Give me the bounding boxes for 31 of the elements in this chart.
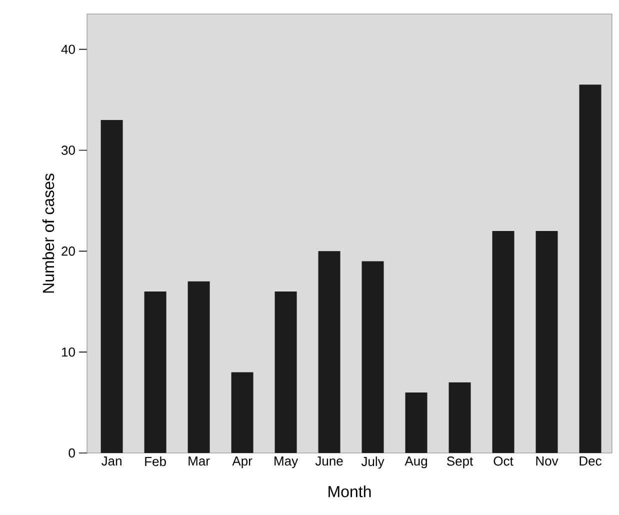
bar: [362, 261, 384, 453]
x-tick-label: Apr: [232, 456, 252, 468]
y-axis-title: Number of cases: [42, 174, 54, 293]
bar: [405, 392, 428, 453]
bar: [231, 372, 254, 453]
bar: [100, 120, 123, 453]
y-tick-label: 40: [61, 44, 75, 54]
x-tick-label: Nov: [536, 456, 558, 466]
x-tick-label: Sept: [446, 456, 474, 468]
bar: [318, 251, 340, 453]
x-tick-label: Dec: [580, 456, 602, 466]
x-tick-label: Oct: [494, 456, 514, 466]
x-tick-label: Mar: [188, 456, 210, 466]
y-tick-label: 30: [62, 146, 75, 155]
bar: [274, 292, 297, 453]
x-axis-title: Month: [328, 486, 371, 498]
x-tick-label: July: [361, 456, 384, 469]
bar: [144, 292, 166, 453]
y-tick-label: 0: [68, 448, 75, 458]
bar: [448, 382, 471, 453]
bar: [579, 84, 602, 453]
x-tick-label: Feb: [145, 456, 166, 466]
x-tick-label: Jan: [102, 456, 122, 466]
x-tick-label: June: [315, 456, 343, 466]
bar: [536, 230, 558, 453]
x-tick-label: Aug: [404, 456, 427, 468]
bar: [188, 281, 210, 453]
x-tick-label: May: [274, 456, 298, 468]
bar: [492, 230, 514, 453]
y-tick-label: 10: [62, 347, 75, 357]
y-tick-label: 20: [62, 246, 75, 256]
